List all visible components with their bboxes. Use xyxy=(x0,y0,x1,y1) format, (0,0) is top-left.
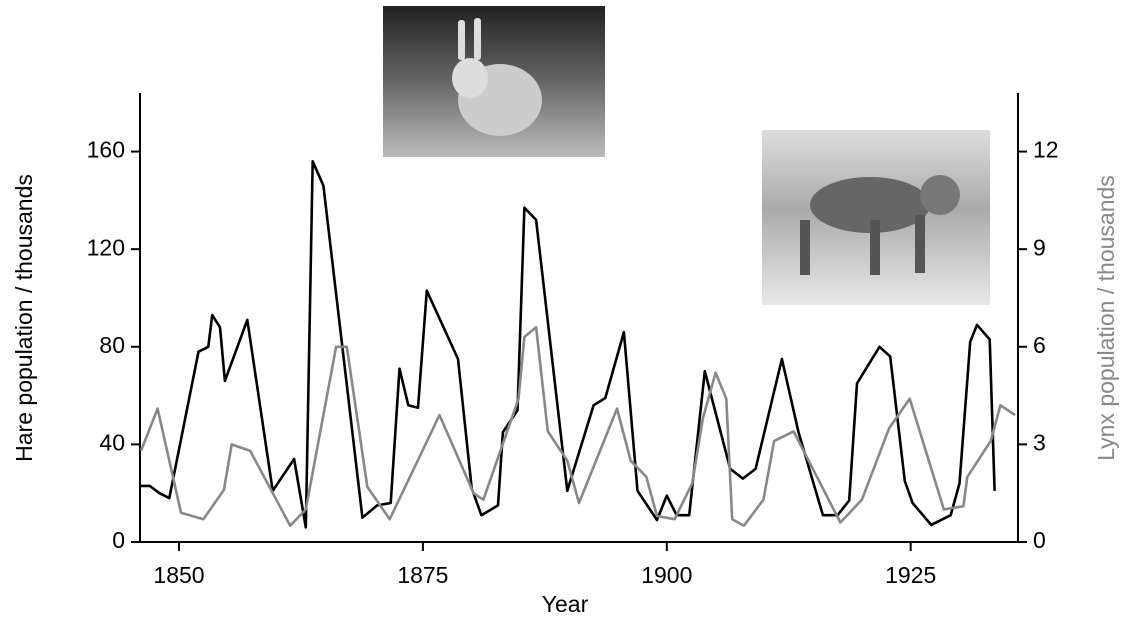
x-tick-label: 1900 xyxy=(641,562,692,588)
y-tick-label: 160 xyxy=(87,137,125,163)
y2-axis-label: Lynx population / thousands xyxy=(1093,175,1119,461)
y-axis-label: Hare population / thousands xyxy=(11,174,37,462)
hare-photo xyxy=(383,6,605,157)
y2-tick-label: 3 xyxy=(1033,429,1046,455)
y2-tick-label: 0 xyxy=(1033,527,1046,553)
series-line xyxy=(140,160,996,529)
y2-tick-label: 9 xyxy=(1033,234,1046,260)
y2-tick-label: 12 xyxy=(1033,137,1059,163)
x-tick-label: 1875 xyxy=(397,562,448,588)
x-axis-label: Year xyxy=(542,591,589,617)
y-tick-label: 80 xyxy=(99,332,125,358)
y-tick-label: 40 xyxy=(99,429,125,455)
lynx-photo xyxy=(762,130,990,305)
x-tick-label: 1850 xyxy=(153,562,204,588)
series-line xyxy=(139,326,1016,527)
y-tick-label: 0 xyxy=(112,527,125,553)
y-tick-label: 120 xyxy=(87,234,125,260)
y2-tick-label: 6 xyxy=(1033,332,1046,358)
x-tick-label: 1925 xyxy=(885,562,936,588)
